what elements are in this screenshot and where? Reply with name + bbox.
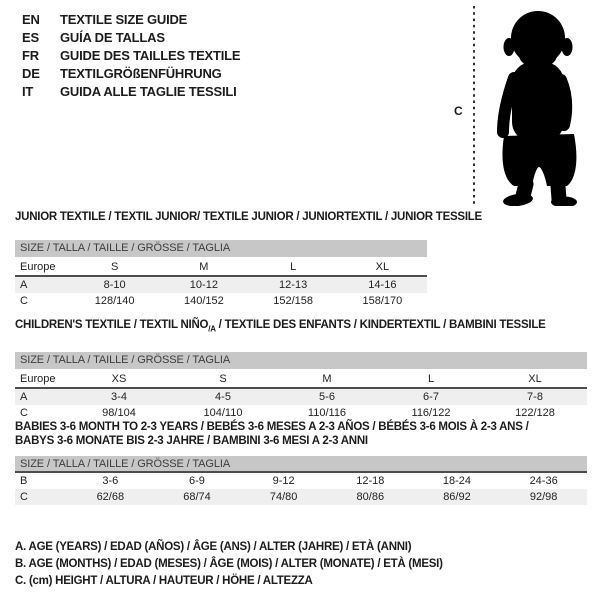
size-header-bar: SIZE / TALLA / TAILLE / GRÖSSE / TAGLIA <box>15 352 587 370</box>
legend-age-years: A. AGE (YEARS) / EDAD (AÑOS) / ÂGE (ANS)… <box>15 541 412 553</box>
value-cell: S <box>171 371 275 390</box>
value-cell: 12-18 <box>356 475 385 487</box>
legend-height: C. (cm) HEIGHT / ALTURA / HAUTEUR / HÖHE… <box>15 575 313 587</box>
babies-textile-section: BABIES 3-6 MONTH TO 2-3 YEARS / BEBÉS 3-… <box>15 420 587 505</box>
lang-row-en: EN TEXTILE SIZE GUIDE <box>22 10 240 28</box>
row-label-cell: A <box>20 391 28 404</box>
lang-row-es: ES GUÍA DE TALLAS <box>22 28 240 46</box>
value-cell: 5-6 <box>319 391 335 404</box>
value-cell: 6-9 <box>189 475 205 487</box>
section-title: CHILDREN'S TEXTILE / TEXTIL NIÑO/A / TEX… <box>15 318 587 336</box>
value-cell: 152/158 <box>273 295 313 307</box>
lang-code: FR <box>22 47 39 63</box>
table-row: C 98/104 104/110 110/116 116/122 122/128 <box>15 405 587 421</box>
children-size-table: Europe XS S M L XL A 3-4 4-5 5-6 6-7 7-8 C 98/104 104/… <box>15 371 587 421</box>
value-cell: M <box>159 259 249 277</box>
title-text: CHILDREN'S TEXTILE / TEXTIL NIÑO <box>15 319 209 331</box>
value-cell: 10-12 <box>189 279 218 291</box>
size-label-row: Europe XS S M L XL <box>15 371 587 390</box>
value-cell: 116/122 <box>411 407 451 420</box>
size-header-bar: SIZE / TALLA / TAILLE / GRÖSSE / TAGLIA <box>15 240 427 257</box>
value-cell: 12-13 <box>279 279 308 291</box>
legend-age-months: B. AGE (MONTHS) / EDAD (MESES) / ÂGE (MO… <box>15 558 443 570</box>
measurement-legend: A. AGE (YEARS) / EDAD (AÑOS) / ÂGE (ANS)… <box>15 539 443 590</box>
table-row: C 62/68 68/74 74/80 80/86 86/92 92/98 <box>15 489 587 505</box>
value-cell: 4-5 <box>215 391 231 404</box>
value-cell: 122/128 <box>515 407 555 420</box>
value-cell: XL <box>483 371 587 390</box>
lang-title: TEXTILE SIZE GUIDE <box>60 11 188 27</box>
lang-title: GUIDA ALLE TAGLIE TESSILI <box>60 83 237 99</box>
section-title: JUNIOR TEXTILE / TEXTIL JUNIOR/ TEXTILE … <box>15 211 482 223</box>
value-cell: 140/152 <box>183 295 224 307</box>
toddler-silhouette <box>473 6 577 206</box>
value-cell: 6-7 <box>423 391 439 404</box>
table-row: C 128/140 140/152 152/158 158/170 <box>15 293 427 309</box>
row-label-cell: Europe <box>15 371 67 390</box>
junior-size-table: Europe S M L XL A 8-10 10-12 12-13 14-16 C 128/140 1… <box>15 259 427 309</box>
lang-code: ES <box>22 29 39 45</box>
value-cell: L <box>379 371 483 390</box>
value-cell: XL <box>337 259 427 277</box>
value-cell: 9-12 <box>272 475 295 487</box>
lang-code: DE <box>22 65 40 81</box>
value-cell: XS <box>67 371 171 390</box>
value-cell: 7-8 <box>527 391 543 404</box>
language-title-list: EN TEXTILE SIZE GUIDE ES GUÍA DE TALLAS … <box>22 10 241 100</box>
measure-label-c: C <box>454 104 463 118</box>
value-cell: 24-36 <box>529 475 558 487</box>
value-cell: 128/140 <box>94 295 135 307</box>
value-cell: 98/104 <box>102 407 136 420</box>
value-cell: 68/74 <box>183 491 211 503</box>
table-row: B 3-6 6-9 9-12 12-18 18-24 24-36 <box>15 473 587 489</box>
lang-code: EN <box>22 11 40 27</box>
value-cell: 158/170 <box>362 295 403 307</box>
value-cell: 92/98 <box>529 491 558 503</box>
value-cell: 3-4 <box>111 391 127 404</box>
value-cell: M <box>275 371 379 390</box>
children-textile-section: CHILDREN'S TEXTILE / TEXTIL NIÑO/A / TEX… <box>15 318 587 421</box>
lang-row-de: DE TEXTILGRÖßENFÜHRUNG <box>22 64 240 82</box>
title-subscript: /A <box>208 324 216 334</box>
lang-code: IT <box>22 83 34 99</box>
value-cell: L <box>248 259 338 277</box>
row-label-cell: C <box>20 407 28 420</box>
value-cell: 110/116 <box>307 407 347 420</box>
value-cell: 18-24 <box>442 475 472 487</box>
section-title: BABIES 3-6 MONTH TO 2-3 YEARS / BEBÉS 3-… <box>15 420 587 448</box>
junior-textile-section: JUNIOR TEXTILE / TEXTIL JUNIOR/ TEXTILE … <box>15 210 482 309</box>
table-row: A 8-10 10-12 12-13 14-16 <box>15 276 427 293</box>
babies-size-table: B 3-6 6-9 9-12 12-18 18-24 24-36 C 62/68 68/74 74/… <box>15 473 587 505</box>
lang-title: TEXTILGRÖßENFÜHRUNG <box>60 65 222 81</box>
title-line-2: BABYS 3-6 MONATE BIS 2-3 JAHRE / BAMBINI… <box>15 435 368 447</box>
row-label-cell: Europe <box>15 259 70 277</box>
height-measure-figure: C <box>448 4 596 206</box>
row-label-cell: C <box>20 491 28 503</box>
value-cell: S <box>70 259 160 277</box>
toddler-body <box>497 11 577 206</box>
size-header-bar: SIZE / TALLA / TAILLE / GRÖSSE / TAGLIA <box>15 456 587 473</box>
value-cell: 3-6 <box>102 475 119 487</box>
title-text: / TEXTILE DES ENFANTS / KINDERTEXTIL / B… <box>215 319 546 331</box>
value-cell: 86/92 <box>443 491 471 503</box>
lang-title: GUÍA DE TALLAS <box>60 29 165 45</box>
lang-row-fr: FR GUIDE DES TAILLES TEXTILE <box>22 46 241 64</box>
size-label-row: Europe S M L XL <box>15 259 427 277</box>
row-label-cell: A <box>20 279 28 291</box>
value-cell: 8-10 <box>103 279 126 291</box>
lang-row-it: IT GUIDA ALLE TAGLIE TESSILI <box>22 82 240 100</box>
table-row: A 3-4 4-5 5-6 6-7 7-8 <box>15 388 587 406</box>
row-label-cell: C <box>20 295 28 307</box>
value-cell: 104/110 <box>203 407 243 420</box>
value-cell: 74/80 <box>269 491 298 503</box>
value-cell: 14-16 <box>368 279 397 291</box>
value-cell: 62/68 <box>96 491 125 503</box>
title-line-1: BABIES 3-6 MONTH TO 2-3 YEARS / BEBÉS 3-… <box>15 421 529 433</box>
lang-title: GUIDE DES TAILLES TEXTILE <box>60 47 241 63</box>
value-cell: 80/86 <box>356 491 385 503</box>
row-label-cell: B <box>20 475 28 487</box>
